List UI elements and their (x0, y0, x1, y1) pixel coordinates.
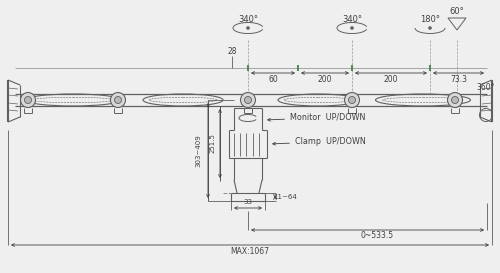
Text: 340°: 340° (238, 14, 258, 23)
Text: Clamp  UP/DOWN: Clamp UP/DOWN (272, 137, 366, 146)
Circle shape (240, 93, 256, 108)
Circle shape (348, 96, 356, 103)
Circle shape (428, 26, 432, 30)
Text: 200: 200 (318, 75, 332, 84)
Text: 60°: 60° (450, 7, 464, 16)
Text: 73.3: 73.3 (450, 75, 467, 84)
Text: 60: 60 (268, 75, 278, 84)
Text: Monitor  UP/DOWN: Monitor UP/DOWN (268, 113, 366, 122)
Text: 200: 200 (384, 75, 398, 84)
Circle shape (24, 96, 32, 103)
Text: 11~64: 11~64 (273, 194, 297, 200)
Text: MAX:1067: MAX:1067 (230, 248, 270, 257)
Text: 303~409: 303~409 (195, 134, 201, 167)
Circle shape (114, 96, 121, 103)
Circle shape (246, 26, 250, 30)
Text: 33: 33 (244, 199, 252, 205)
Circle shape (110, 93, 126, 108)
Text: 340°: 340° (342, 14, 362, 23)
Circle shape (350, 26, 354, 30)
Text: 360°: 360° (477, 84, 495, 93)
Text: 28: 28 (227, 48, 237, 57)
Text: 0~533.5: 0~533.5 (361, 232, 394, 241)
Circle shape (452, 96, 458, 103)
Text: 180°: 180° (420, 14, 440, 23)
Text: 251.5: 251.5 (210, 133, 216, 153)
Circle shape (244, 96, 252, 103)
Circle shape (448, 93, 462, 108)
Circle shape (20, 93, 36, 108)
Circle shape (344, 93, 360, 108)
